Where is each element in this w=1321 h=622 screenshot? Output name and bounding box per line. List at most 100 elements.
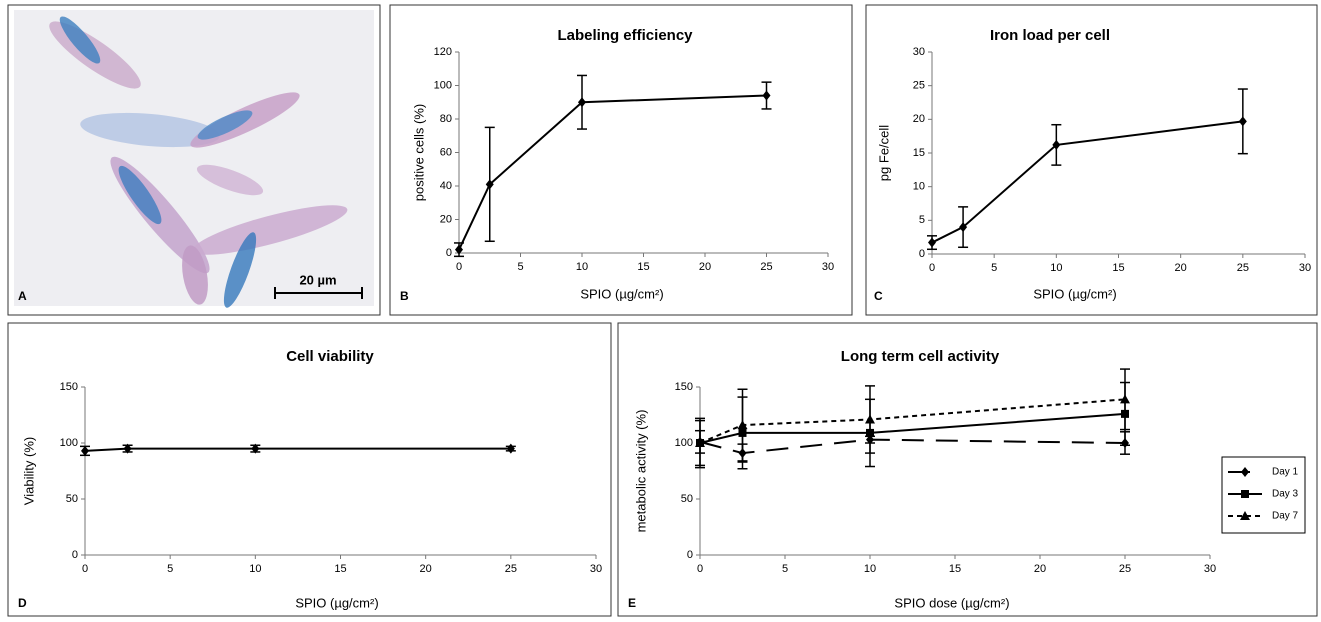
x-tick-label: 30 [590, 563, 602, 575]
x-axis-label: SPIO dose (µg/cm²) [894, 595, 1009, 610]
panel-frame [865, 4, 1318, 316]
panel-frame [617, 322, 1318, 617]
y-axis-label: pg Fe/cell [876, 125, 891, 181]
y-tick-label: 30 [913, 46, 925, 58]
x-tick-label: 25 [760, 261, 772, 273]
marker [865, 414, 875, 424]
y-axis-label: positive cells (%) [411, 104, 426, 202]
y-tick-label: 10 [913, 181, 925, 193]
x-tick-label: 0 [456, 261, 462, 273]
x-tick-label: 30 [1299, 262, 1311, 274]
y-tick-label: 0 [72, 549, 78, 561]
panel-frame [7, 322, 612, 617]
marker [506, 443, 515, 454]
x-tick-label: 25 [505, 563, 517, 575]
x-tick-label: 5 [167, 563, 173, 575]
cell [196, 164, 264, 196]
cell [192, 205, 348, 255]
x-tick-label: 10 [249, 563, 261, 575]
x-tick-label: 20 [1175, 262, 1187, 274]
panel-label: E [628, 596, 636, 610]
cell [118, 165, 162, 225]
legend-marker [1241, 467, 1249, 477]
scale-bar-label: 20 µm [299, 272, 336, 287]
x-tick-label: 5 [517, 261, 523, 273]
data-line [699, 412, 1126, 444]
y-tick-label: 50 [681, 493, 693, 505]
y-axis-label: metabolic activity (%) [633, 410, 648, 533]
cell [182, 245, 208, 305]
x-tick-label: 10 [576, 261, 588, 273]
x-tick-label: 20 [420, 563, 432, 575]
y-tick-label: 100 [60, 437, 78, 449]
marker [251, 443, 260, 454]
cell [80, 112, 220, 148]
panel-label: A [18, 289, 27, 303]
x-tick-label: 10 [864, 563, 876, 575]
x-tick-label: 15 [334, 563, 346, 575]
cell [59, 16, 101, 64]
legend-marker [1240, 511, 1250, 520]
x-axis-label: SPIO (µg/cm²) [295, 595, 378, 610]
y-tick-label: 80 [440, 113, 452, 125]
data-line [699, 398, 1126, 444]
panel-label: D [18, 596, 27, 610]
cell [223, 232, 257, 308]
cell [197, 110, 253, 140]
x-tick-label: 25 [1119, 563, 1131, 575]
panel-frame [389, 4, 853, 316]
marker [485, 179, 494, 190]
marker [81, 445, 89, 456]
marker [928, 237, 936, 248]
y-tick-label: 20 [913, 113, 925, 125]
x-tick-label: 30 [822, 261, 834, 273]
chart-title: Labeling efficiency [557, 27, 693, 44]
y-tick-label: 150 [675, 381, 693, 393]
y-tick-label: 0 [919, 248, 925, 260]
y-tick-label: 50 [66, 493, 78, 505]
marker [1120, 394, 1130, 404]
y-tick-label: 100 [675, 437, 693, 449]
x-tick-label: 0 [82, 563, 88, 575]
y-tick-label: 150 [60, 381, 78, 393]
marker [762, 90, 771, 101]
marker [1238, 116, 1247, 127]
x-tick-label: 15 [1112, 262, 1124, 274]
marker [1052, 139, 1061, 150]
y-tick-label: 5 [919, 214, 925, 226]
x-tick-label: 10 [1050, 262, 1062, 274]
marker [695, 438, 705, 447]
x-tick-label: 5 [782, 563, 788, 575]
y-tick-label: 0 [687, 549, 693, 561]
x-tick-label: 20 [699, 261, 711, 273]
chart-title: Long term cell activity [841, 348, 1000, 365]
x-tick-label: 0 [929, 262, 935, 274]
micrograph: 20 µm A [14, 10, 374, 308]
y-tick-label: 100 [434, 79, 452, 91]
x-tick-label: 15 [637, 261, 649, 273]
x-tick-label: 5 [991, 262, 997, 274]
panel-label: B [400, 289, 409, 303]
y-tick-label: 60 [440, 146, 452, 158]
chart-title: Iron load per cell [990, 27, 1110, 44]
y-axis-label: Viability (%) [21, 437, 36, 505]
y-tick-label: 20 [440, 213, 452, 225]
marker [455, 244, 463, 255]
x-axis-label: SPIO (µg/cm²) [1033, 286, 1116, 301]
data-line [458, 94, 767, 251]
marker [959, 222, 968, 233]
legend-marker [1241, 490, 1249, 498]
data-line [84, 447, 511, 452]
legend-label: Day 1 [1272, 467, 1299, 478]
marker [123, 443, 132, 454]
x-tick-label: 25 [1237, 262, 1249, 274]
x-tick-label: 15 [949, 563, 961, 575]
y-tick-label: 25 [913, 80, 925, 92]
legend-label: Day 7 [1272, 511, 1299, 522]
y-tick-label: 0 [446, 247, 452, 259]
x-tick-label: 20 [1034, 563, 1046, 575]
x-tick-label: 0 [697, 563, 703, 575]
data-line [699, 438, 1126, 455]
x-axis-label: SPIO (µg/cm²) [580, 286, 663, 301]
